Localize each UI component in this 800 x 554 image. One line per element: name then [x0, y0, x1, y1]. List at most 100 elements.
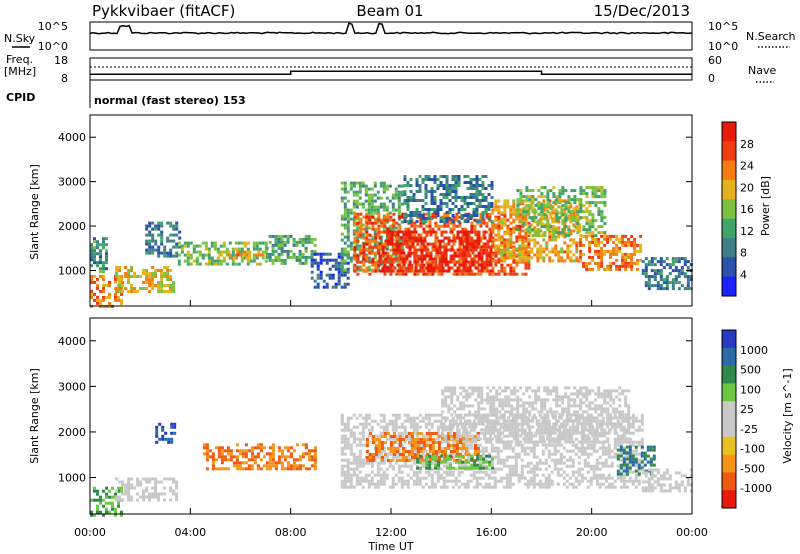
vel-cells-cell	[442, 476, 446, 480]
power-cells-cell	[133, 287, 137, 290]
power-cells-cell	[473, 257, 477, 261]
power-cells-cell	[434, 221, 438, 225]
vel-cells-cell	[127, 480, 131, 484]
vel-cells-cell	[481, 446, 485, 450]
power-cells-cell	[653, 284, 657, 288]
power-cells-cell	[396, 233, 400, 237]
power-cells-cell	[585, 195, 589, 199]
vel-cells-cell	[120, 510, 123, 514]
power-cells-cell	[542, 259, 546, 263]
power-cells-cell	[391, 202, 395, 206]
power-cells-cell	[225, 262, 229, 266]
power-cells-cell	[489, 230, 493, 234]
vel-cells-cell	[529, 440, 533, 444]
power-cells-cell	[683, 260, 687, 264]
power-cells-cell	[340, 262, 344, 266]
power-cells-cell	[364, 259, 368, 263]
power-cells-cell	[444, 263, 448, 267]
power-cells-cell	[552, 225, 556, 229]
power-cells-cell	[468, 269, 472, 273]
power-cells-cell	[413, 224, 417, 228]
vel-cells-cell	[256, 464, 260, 468]
power-cells-cell	[641, 269, 645, 273]
vel-cells-cell	[412, 428, 416, 432]
power-cells-cell	[615, 252, 619, 256]
power-cells-cell	[500, 253, 504, 257]
vel-cells-cell	[409, 419, 413, 423]
vel-cells-cell	[448, 461, 452, 465]
power-cells-cell	[395, 239, 399, 243]
power-cells-cell	[470, 227, 474, 231]
vel-cells-cell	[508, 446, 512, 450]
power-cells-cell	[248, 250, 252, 254]
vel-cells-cell	[520, 458, 524, 462]
power-cells-cell	[436, 214, 440, 217]
power-cells-cell	[472, 178, 476, 181]
vel-cells-cell	[589, 431, 593, 435]
vel-cells-cell	[367, 485, 371, 489]
power-cells-cell	[469, 217, 473, 220]
power-cells-cell	[410, 251, 414, 255]
power-cells-cell	[533, 238, 537, 242]
power-cells-cell	[384, 260, 388, 264]
vel-cells-cell	[379, 473, 383, 477]
power-cells-cell	[370, 211, 374, 215]
vel-cells-cell	[154, 480, 158, 484]
vel-cells-cell	[451, 416, 455, 420]
power-cells-cell	[482, 218, 486, 222]
vel-cells-cell	[343, 482, 347, 486]
power-colorbar-label: Power [dB]	[759, 176, 772, 236]
vel-cells-cell	[511, 425, 515, 429]
power-cells-cell	[304, 234, 308, 238]
power-cells-cell	[328, 258, 332, 262]
vel-cells-cell	[586, 464, 590, 468]
power-cells-cell	[594, 237, 598, 241]
power-cells-cell	[474, 248, 478, 252]
vel-cells-cell	[121, 492, 125, 496]
vel-cells-cell	[395, 438, 399, 441]
vel-cells-cell	[365, 456, 369, 459]
vel-cells-cell	[439, 476, 443, 480]
power-cells-cell	[446, 263, 450, 267]
vel-cells-cell	[373, 434, 377, 438]
vel-cells-cell	[349, 479, 353, 483]
vel-cells-cell	[307, 458, 311, 462]
power-cells-cell	[448, 208, 452, 211]
power-cells-cell	[268, 234, 272, 238]
vel-cells-cell	[502, 443, 506, 447]
vel-cells-cell	[544, 467, 548, 471]
power-cells-cell	[512, 259, 516, 263]
vel-cells-cell	[105, 501, 108, 505]
power-cells-cell	[621, 243, 625, 247]
vel-cells-cell	[238, 461, 242, 465]
nsearch-tick-bottom: 10^0	[708, 40, 738, 53]
power-cells-cell	[337, 255, 341, 259]
vel-cells-cell	[406, 419, 410, 423]
vel-cells-cell	[571, 449, 575, 453]
power-cells-cell	[160, 269, 164, 272]
colorbar-tick-label: 12	[740, 225, 754, 238]
power-cells-cell	[665, 284, 669, 288]
power-cells-cell	[151, 278, 155, 281]
power-cells-cell	[500, 250, 504, 254]
vel-cells-cell	[586, 461, 590, 465]
power-cells-cell	[525, 198, 529, 202]
power-cells-cell	[346, 267, 350, 271]
vel-cells-cell	[352, 485, 356, 489]
power-cells-cell	[579, 210, 583, 214]
power-cells-cell	[524, 217, 528, 221]
vel-cells-cell	[175, 486, 179, 490]
vel-cells-cell	[368, 453, 372, 456]
vel-cells-cell	[547, 419, 551, 423]
power-cells-cell	[391, 253, 395, 257]
power-cells-cell	[647, 260, 651, 264]
power-cells-cell	[246, 259, 250, 263]
power-cells-cell	[497, 269, 501, 273]
vel-cells-cell	[172, 492, 176, 496]
vel-cells-cell	[355, 458, 359, 462]
power-cells-cell	[142, 269, 146, 272]
power-cells-cell	[490, 196, 494, 199]
power-cells-cell	[439, 181, 443, 184]
vel-cells-cell	[622, 479, 626, 483]
vel-cells-cell	[118, 495, 122, 499]
